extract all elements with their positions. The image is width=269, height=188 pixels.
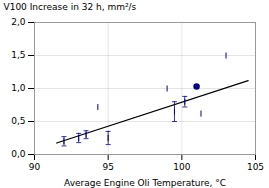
- svg-text:2,0: 2,0: [11, 17, 26, 27]
- svg-text:Average Engine Oli Temperature: Average Engine Oli Temperature, °C: [64, 178, 226, 188]
- svg-text:1,5: 1,5: [11, 50, 25, 60]
- svg-text:105: 105: [247, 162, 264, 172]
- svg-text:1,0: 1,0: [11, 83, 26, 93]
- svg-text:90: 90: [29, 162, 41, 172]
- svg-text:95: 95: [102, 162, 113, 172]
- svg-text:0,5: 0,5: [11, 116, 25, 126]
- svg-text:0,0: 0,0: [11, 149, 26, 159]
- svg-text:100: 100: [173, 162, 190, 172]
- svg-text:V100 Increase in 32 h, mm²/s: V100 Increase in 32 h, mm²/s: [4, 2, 137, 12]
